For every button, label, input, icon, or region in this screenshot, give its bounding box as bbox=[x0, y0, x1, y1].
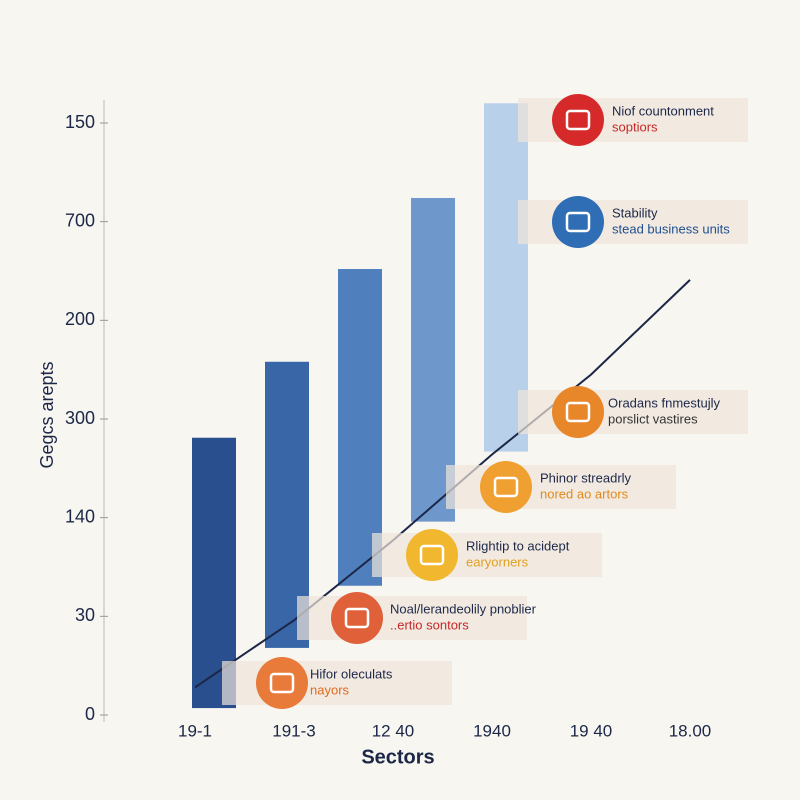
x-tick-label: 191-3 bbox=[272, 721, 315, 740]
callout-title: Oradans fnmestujly bbox=[608, 395, 720, 410]
icon-glyph bbox=[419, 544, 445, 566]
callout-icon bbox=[552, 386, 604, 438]
callout-title: Hifor oleculats bbox=[310, 666, 393, 681]
icon-glyph bbox=[344, 607, 370, 629]
callout-icon bbox=[552, 196, 604, 248]
callout-subtitle: nored ao artors bbox=[540, 486, 629, 501]
y-tick-label: 150 bbox=[65, 112, 95, 132]
y-tick-label: 300 bbox=[65, 408, 95, 428]
callout-title: Rlightip to acidept bbox=[466, 538, 570, 553]
trend-line bbox=[194, 279, 691, 689]
x-tick-label: 18.00 bbox=[669, 721, 712, 740]
callout-icon bbox=[480, 461, 532, 513]
callout-title: Stability bbox=[612, 205, 658, 220]
callout-subtitle: soptiors bbox=[612, 119, 658, 134]
y-tick-label: 140 bbox=[65, 506, 95, 526]
callout-title: Niof countonment bbox=[612, 103, 714, 118]
callout-icon bbox=[331, 592, 383, 644]
callout-icon bbox=[552, 94, 604, 146]
callout-subtitle: porslict vastires bbox=[608, 411, 698, 426]
icon-glyph bbox=[565, 401, 591, 423]
callout-title: Phinor streadrly bbox=[540, 470, 632, 485]
icon-glyph bbox=[565, 109, 591, 131]
icon-glyph bbox=[565, 211, 591, 233]
bar bbox=[338, 269, 382, 586]
callout-subtitle: nayors bbox=[310, 682, 350, 697]
icon-glyph bbox=[269, 672, 295, 694]
x-tick-label: 19 40 bbox=[570, 721, 613, 740]
icon-glyph bbox=[493, 476, 519, 498]
callout-subtitle: earyorners bbox=[466, 554, 529, 569]
y-axis-label: Gegcs arepts bbox=[37, 361, 57, 468]
y-tick-label: 30 bbox=[75, 605, 95, 625]
y-tick-label: 200 bbox=[65, 309, 95, 329]
x-tick-label: 12 40 bbox=[372, 721, 415, 740]
x-tick-label: 19-1 bbox=[178, 721, 212, 740]
callout-subtitle: ..ertio sontors bbox=[390, 617, 469, 632]
x-tick-label: 1940 bbox=[473, 721, 511, 740]
callout-icon bbox=[256, 657, 308, 709]
callout-subtitle: stead business units bbox=[612, 221, 730, 236]
y-tick-label: 0 bbox=[85, 704, 95, 724]
callout-icon bbox=[406, 529, 458, 581]
x-axis-label: Sectors bbox=[361, 746, 434, 768]
callout-title: Noal/lerandeolily pnoblier bbox=[390, 601, 537, 616]
y-tick-label: 700 bbox=[65, 210, 95, 230]
